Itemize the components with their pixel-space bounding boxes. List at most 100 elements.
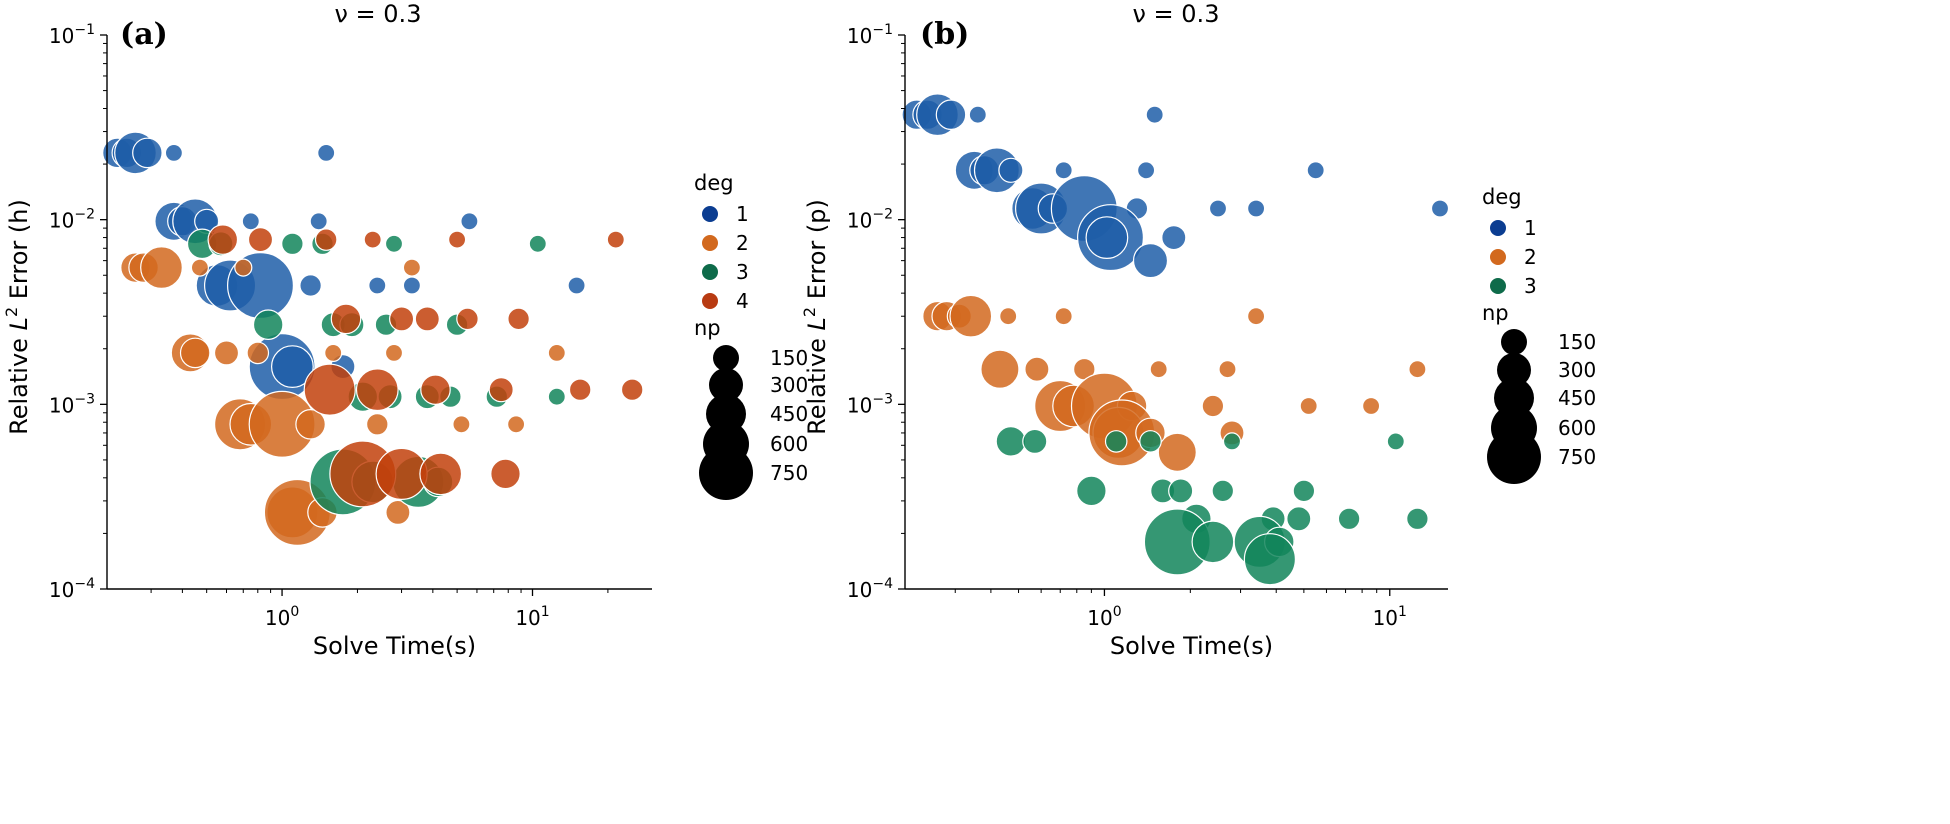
data-point-deg2 xyxy=(1024,356,1050,382)
x-tick-base: 10 xyxy=(1373,606,1398,630)
legend-label-deg: 2 xyxy=(1524,245,1537,269)
legend-marker-np xyxy=(713,345,739,371)
y-label-pre: Relative xyxy=(803,330,831,434)
data-point-deg1 xyxy=(1136,161,1156,180)
y-label-post: Error (h) xyxy=(5,199,33,307)
legend-marker-np xyxy=(1487,430,1541,484)
y-tick-base: 10 xyxy=(49,578,74,602)
data-point-deg2 xyxy=(365,412,389,436)
data-point-deg2 xyxy=(179,337,211,369)
data-point-deg4 xyxy=(389,306,415,332)
x-tick-label: 100 xyxy=(1087,604,1121,630)
data-point-deg1 xyxy=(1430,199,1450,218)
data-point-deg4 xyxy=(355,368,399,412)
legend-label-np: 750 xyxy=(1558,445,1596,469)
data-point-deg2 xyxy=(246,341,270,365)
legend-label-np: 300 xyxy=(1558,358,1596,382)
y-tick-exponent: −3 xyxy=(872,391,893,407)
data-point-deg1 xyxy=(1306,161,1325,180)
x-tick-base: 10 xyxy=(515,606,540,630)
data-point-deg1 xyxy=(1085,216,1129,260)
data-point-deg3 xyxy=(1076,475,1107,507)
data-point-deg2 xyxy=(999,307,1018,326)
data-point-deg2 xyxy=(949,294,993,338)
x-tick-base: 10 xyxy=(1087,606,1112,630)
data-point-deg4 xyxy=(490,458,521,490)
x-tick-exponent: 0 xyxy=(290,604,299,620)
legend-marker-np xyxy=(1501,329,1527,355)
legend-label-np: 450 xyxy=(1558,386,1596,410)
legend-label-deg: 3 xyxy=(736,260,749,284)
data-point-deg4 xyxy=(448,230,467,249)
data-point-deg4 xyxy=(507,307,530,331)
data-point-deg1 xyxy=(164,143,183,162)
data-point-deg3 xyxy=(252,309,284,340)
y-tick-exponent: −2 xyxy=(74,207,95,223)
data-point-deg1 xyxy=(460,212,479,231)
data-point-deg1 xyxy=(309,212,328,231)
data-point-deg3 xyxy=(1139,430,1162,453)
data-point-deg1 xyxy=(1161,225,1187,251)
data-point-deg2 xyxy=(1157,432,1197,472)
y-tick-base: 10 xyxy=(847,24,872,48)
y-tick-label: 10−4 xyxy=(49,576,95,602)
data-point-deg3 xyxy=(1406,507,1429,531)
y-axis-label: Relative L2 Error (p) xyxy=(800,199,831,435)
x-tick-label: 100 xyxy=(265,604,299,630)
legend-marker-deg2 xyxy=(1490,249,1506,265)
legend-marker-np xyxy=(1497,353,1531,387)
data-point-deg4 xyxy=(414,306,440,332)
data-point-deg3 xyxy=(1104,430,1128,453)
data-point-deg4 xyxy=(314,228,338,251)
data-point-deg4 xyxy=(456,307,479,331)
data-point-deg3 xyxy=(1222,432,1242,451)
data-point-deg3 xyxy=(1286,506,1312,532)
y-tick-label: 10−2 xyxy=(49,207,95,233)
data-point-deg2 xyxy=(547,343,566,362)
y-tick-base: 10 xyxy=(847,578,872,602)
data-point-deg3 xyxy=(1211,479,1235,503)
panel-label: (a) xyxy=(120,17,168,52)
data-point-deg3 xyxy=(1386,432,1405,451)
legend-marker-deg3 xyxy=(702,264,718,280)
y-label-exponent: 2 xyxy=(800,307,819,317)
legend-marker-np xyxy=(709,368,743,402)
y-tick-label: 10−3 xyxy=(847,391,893,417)
legend-title-deg: deg xyxy=(1482,185,1522,209)
y-label-pre: Relative xyxy=(5,330,33,434)
data-point-deg4 xyxy=(419,452,463,496)
data-point-deg1 xyxy=(935,99,967,130)
data-point-deg1 xyxy=(968,105,987,124)
y-label-symbol: L xyxy=(803,317,831,330)
data-point-deg2 xyxy=(1246,307,1266,326)
data-point-deg2 xyxy=(384,343,404,362)
chart-title: ν = 0.3 xyxy=(1133,0,1220,28)
legend-label-np: 300 xyxy=(770,373,808,397)
y-tick-label: 10−4 xyxy=(847,576,893,602)
chart-title: ν = 0.3 xyxy=(335,0,422,28)
data-point-deg3 xyxy=(1022,428,1048,454)
legend-label-np: 150 xyxy=(1558,330,1596,354)
data-point-deg1 xyxy=(271,345,314,389)
y-tick-label: 10−1 xyxy=(49,22,95,48)
y-tick-base: 10 xyxy=(49,393,74,417)
data-point-deg1 xyxy=(241,212,260,231)
data-point-deg2 xyxy=(1054,307,1073,326)
data-point-deg2 xyxy=(213,340,240,366)
x-tick-label: 101 xyxy=(515,604,549,630)
data-point-deg2 xyxy=(452,415,471,434)
legend-label-np: 450 xyxy=(770,402,808,426)
legend-label-deg: 1 xyxy=(736,202,749,226)
data-point-deg1 xyxy=(567,276,586,295)
x-axis-label: Solve Time(s) xyxy=(1110,632,1273,660)
y-tick-label: 10−1 xyxy=(847,22,893,48)
legend-label-np: 600 xyxy=(1558,416,1596,440)
data-point-deg2 xyxy=(1201,394,1225,418)
markers xyxy=(901,93,1450,586)
data-point-deg2 xyxy=(140,246,183,290)
data-point-deg1 xyxy=(1132,243,1169,279)
data-point-deg2 xyxy=(190,258,209,277)
data-point-deg2 xyxy=(1361,396,1381,416)
